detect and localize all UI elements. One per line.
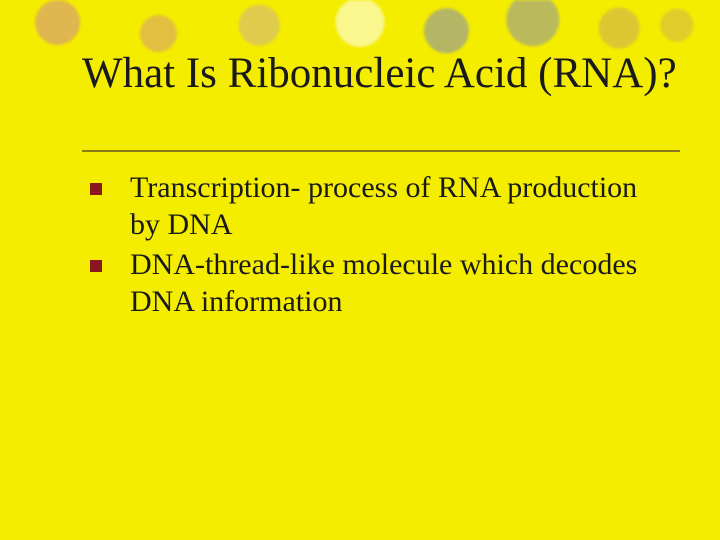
bullet-text: Transcription- process of RNA production… bbox=[130, 170, 664, 243]
square-bullet-icon bbox=[90, 183, 102, 195]
slide-title-block: What Is Ribonucleic Acid (RNA)? bbox=[82, 50, 680, 98]
slide-title: What Is Ribonucleic Acid (RNA)? bbox=[82, 50, 680, 98]
bullet-item: DNA-thread-like molecule which decodes D… bbox=[90, 247, 664, 320]
decorative-header-band bbox=[0, 0, 720, 56]
bullet-text: DNA-thread-like molecule which decodes D… bbox=[130, 247, 664, 320]
slide-body: Transcription- process of RNA production… bbox=[90, 170, 664, 324]
square-bullet-icon bbox=[90, 260, 102, 272]
bullet-item: Transcription- process of RNA production… bbox=[90, 170, 664, 243]
title-underline bbox=[82, 150, 680, 152]
